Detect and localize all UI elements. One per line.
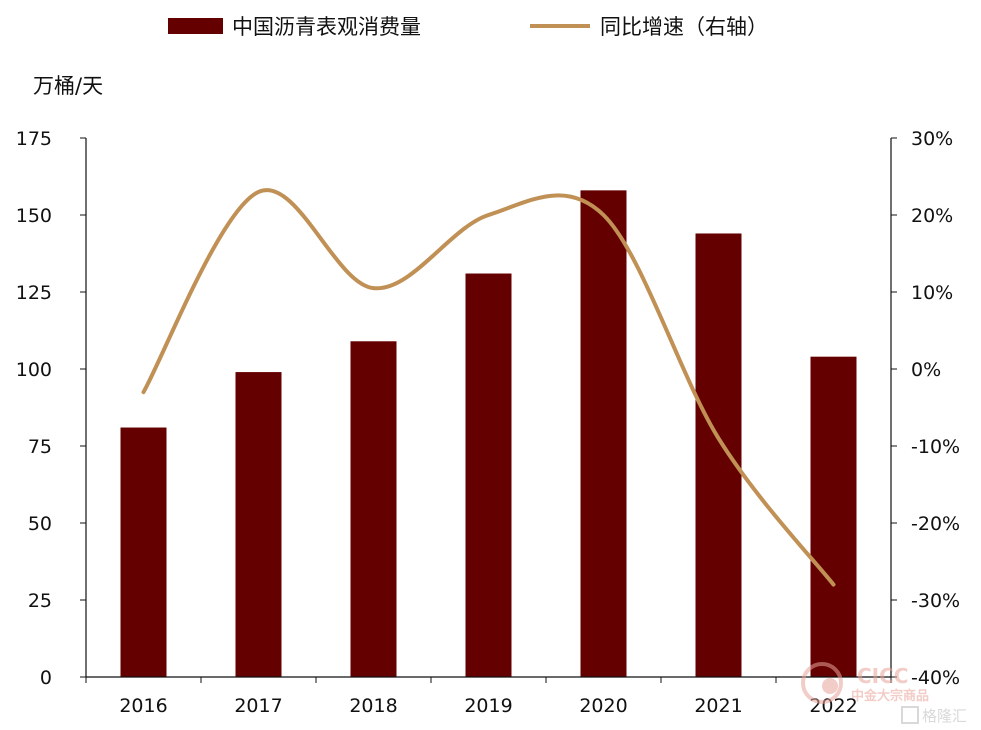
bar-2021 bbox=[695, 233, 742, 678]
bar-2022 bbox=[810, 356, 857, 677]
x-tick-label: 2018 bbox=[349, 695, 397, 717]
gelonghui-logo-icon bbox=[901, 706, 919, 724]
y-tick-label-left: 0 bbox=[40, 667, 52, 689]
y-tick-label-left: 100 bbox=[16, 359, 52, 381]
watermark-brand-cn: 中金大宗商品 bbox=[851, 688, 929, 704]
watermark-brand: CICC bbox=[857, 664, 908, 688]
y-tick-label-right: -30% bbox=[911, 590, 960, 612]
x-tick-label: 2021 bbox=[694, 695, 742, 717]
bar-2020 bbox=[580, 190, 627, 678]
y-tick-label-right: 30% bbox=[911, 128, 953, 150]
watermark: CICC 中金大宗商品 格隆汇 bbox=[801, 662, 967, 725]
legend-bar-swatch bbox=[168, 18, 223, 34]
y-tick-label-right: -20% bbox=[911, 513, 960, 535]
x-tick-label: 2016 bbox=[119, 695, 167, 717]
cicc-logo-icon bbox=[801, 662, 843, 704]
bar-2017 bbox=[235, 372, 282, 677]
y-tick-label-right: 20% bbox=[911, 205, 953, 227]
y-tick-label-left: 150 bbox=[16, 205, 52, 227]
legend: 中国沥青表观消费量 同比增速（右轴） bbox=[168, 15, 768, 39]
y-tick-label-right: -10% bbox=[911, 436, 960, 458]
y-tick-label-left: 50 bbox=[28, 513, 52, 535]
y-tick-label-right: -40% bbox=[911, 667, 960, 689]
y-tick-label-left: 175 bbox=[16, 128, 52, 150]
y-tick-label-left: 75 bbox=[28, 436, 52, 458]
y-axis-title: 万桶/天 bbox=[33, 74, 103, 98]
x-tick-label: 2020 bbox=[579, 695, 627, 717]
watermark-platform: 格隆汇 bbox=[922, 707, 967, 725]
y-tick-label-right: 0% bbox=[911, 359, 941, 381]
x-tick-label: 2017 bbox=[234, 695, 282, 717]
y-tick-label-left: 25 bbox=[28, 590, 52, 612]
bar-2018 bbox=[350, 341, 397, 677]
bar-2019 bbox=[465, 273, 512, 677]
bar-2016 bbox=[120, 427, 167, 677]
y-tick-label-right: 10% bbox=[911, 282, 953, 304]
legend-bar-label: 中国沥青表观消费量 bbox=[232, 15, 421, 39]
legend-line-label: 同比增速（右轴） bbox=[600, 15, 768, 39]
plot-area: 0 25 50 75 100 125 150 175 -40% -30% -20% -10% 0% 10%… bbox=[16, 128, 960, 717]
x-tick-label: 2019 bbox=[464, 695, 512, 717]
y-tick-label-left: 125 bbox=[16, 282, 52, 304]
